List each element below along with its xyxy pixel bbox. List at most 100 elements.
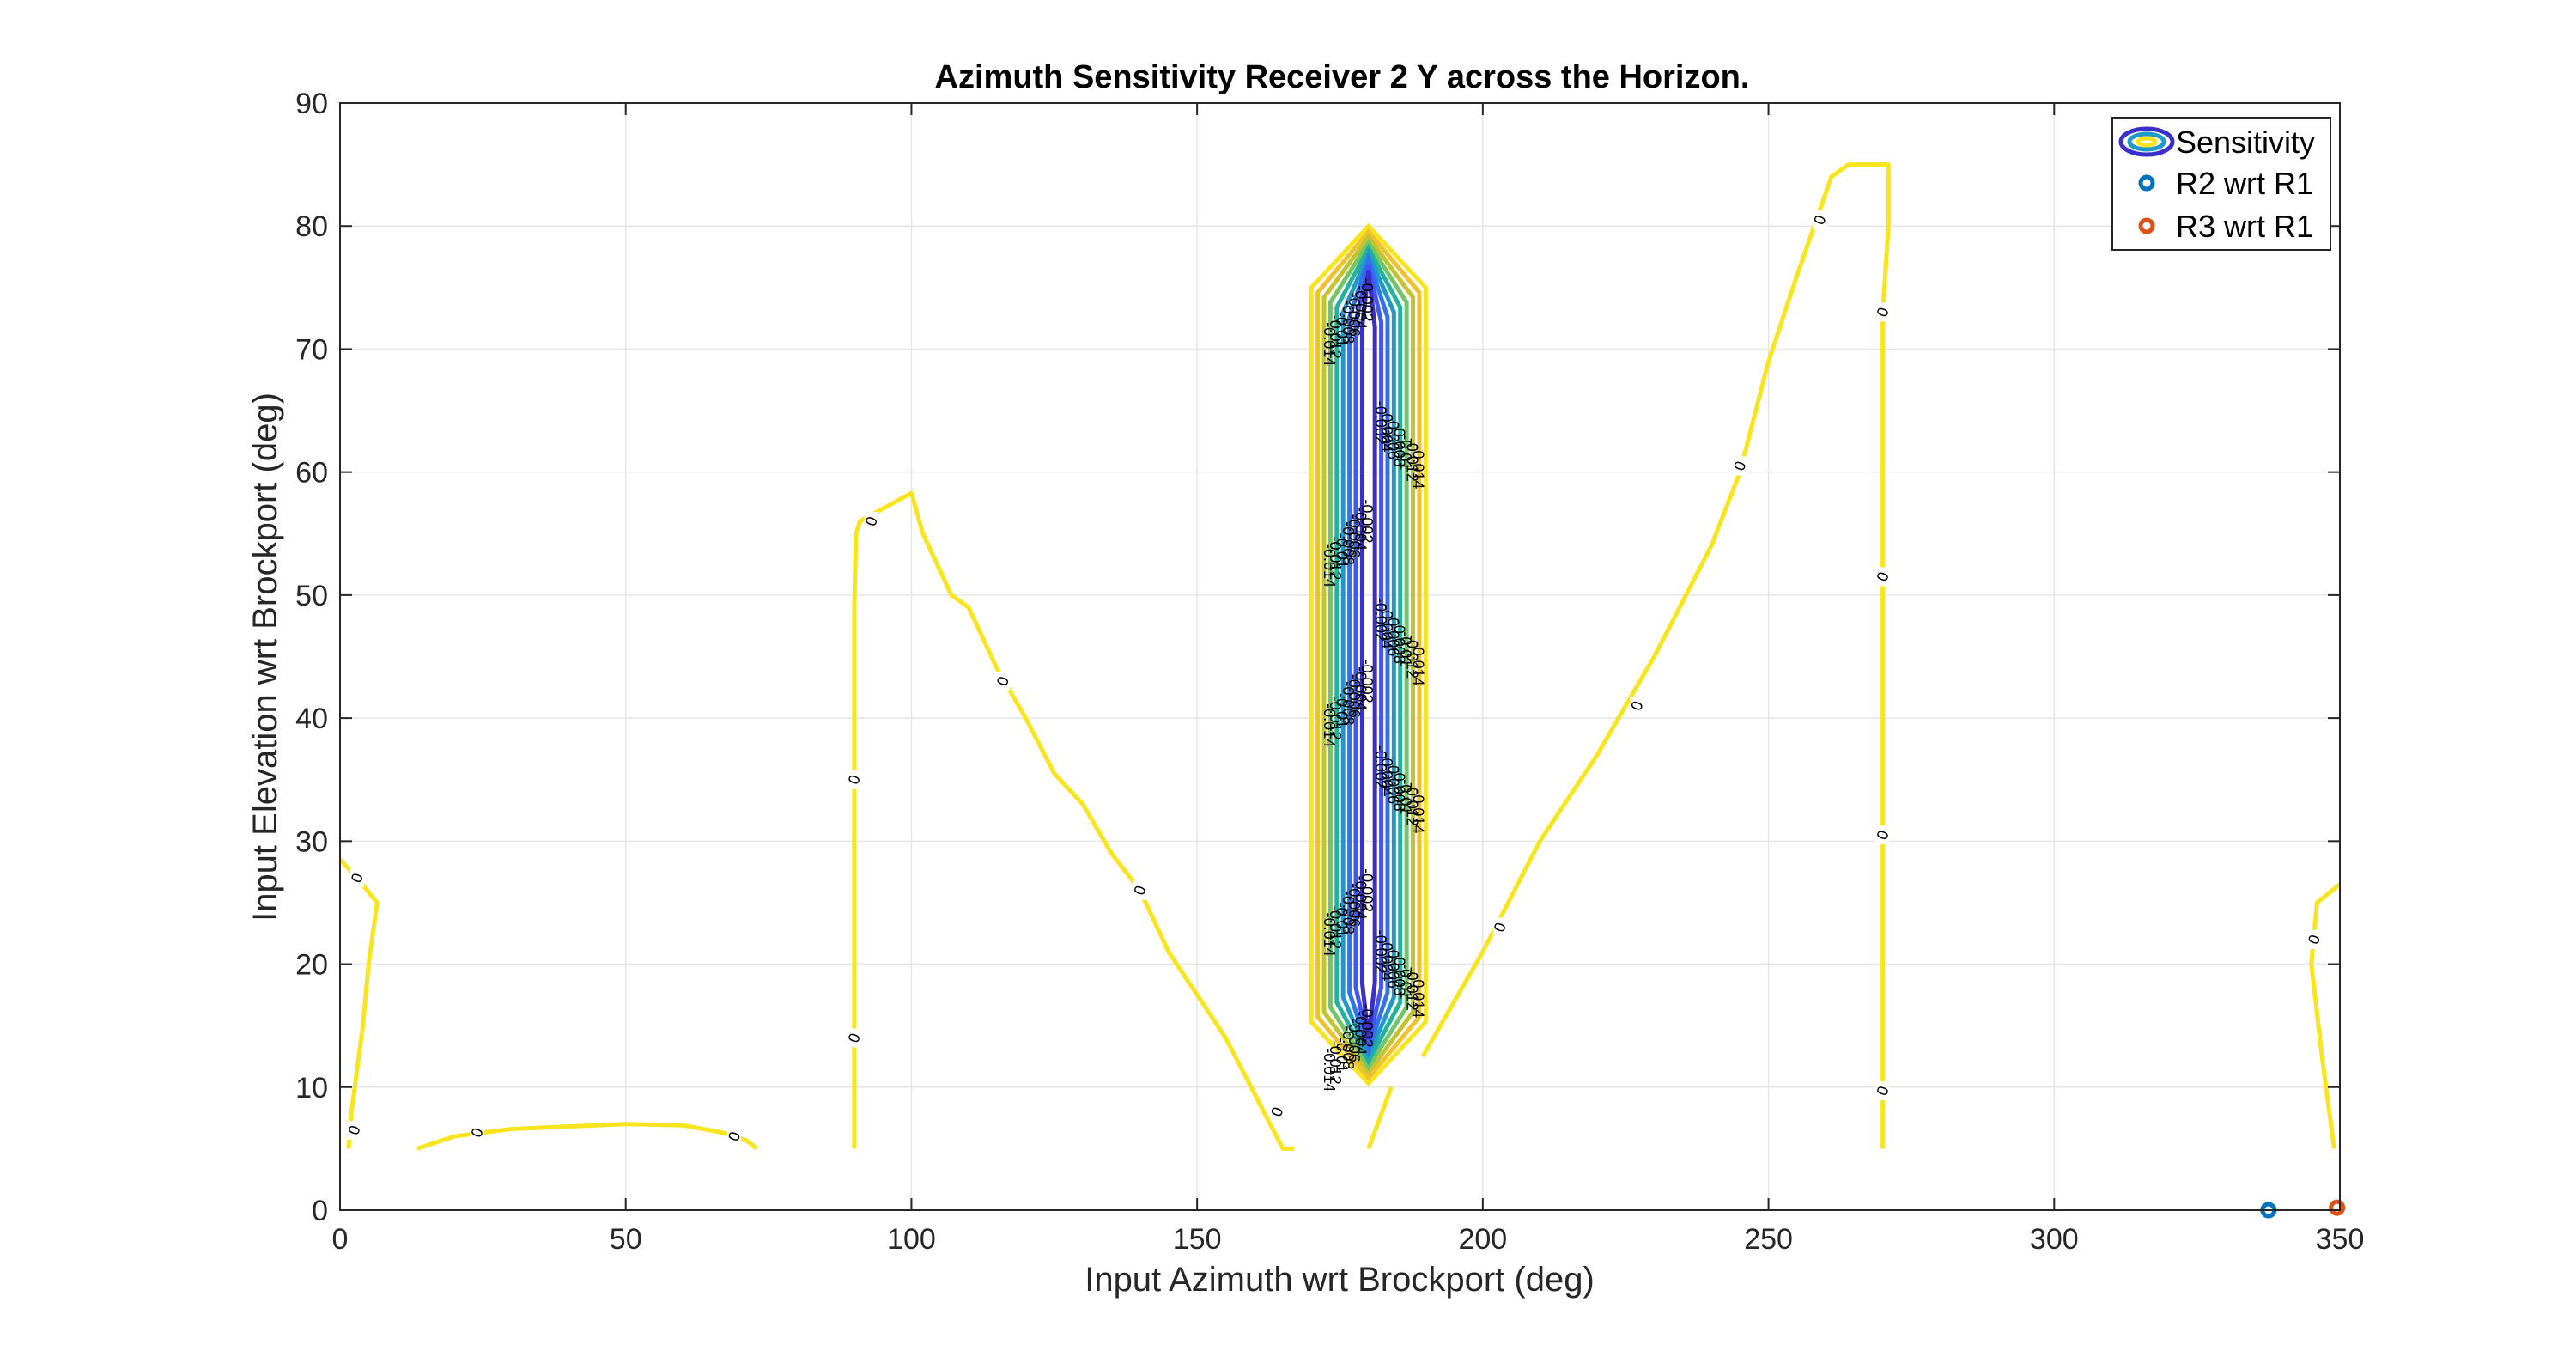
contour-label-bg	[995, 672, 1010, 691]
contour-label-bg	[727, 1127, 742, 1147]
zero-contour-line	[1366, 1086, 1394, 1150]
band-contour-label: -0.006	[1384, 945, 1401, 989]
x-tick-label: 200	[1458, 1223, 1507, 1256]
band-contour-label: -0.004	[1378, 752, 1395, 796]
band-contour-label: -0.004	[1378, 937, 1395, 981]
contour-labels: 00 0 0000000000000000-0.002-0.004-0.006-0.…	[345, 210, 2324, 1147]
band-contour-label: -0.012	[1327, 905, 1344, 949]
band-contour-label: -0.002	[1358, 278, 1376, 322]
band-contour-label: -0.014	[1410, 974, 1427, 1018]
y-tick-label: 10	[295, 1072, 328, 1105]
legend-item-r2: R2 wrt R1	[2138, 166, 2313, 201]
contour-label-bg	[1875, 567, 1890, 587]
y-tick-label: 40	[295, 703, 328, 735]
band-contour-label: -0.01	[1397, 964, 1414, 999]
band-contour-label: -0.012	[1403, 782, 1420, 826]
zero-contour-line	[416, 1122, 759, 1151]
band-contour-label: -0.004	[1352, 285, 1369, 329]
band-contour-label: -0.006	[1346, 883, 1363, 927]
band-contour-label: -0.006	[1384, 760, 1401, 804]
band-contour-label: -0.006	[1384, 416, 1401, 459]
sensitivity-level-contour	[1347, 252, 1390, 1057]
band-contour-label: -0.004	[1352, 507, 1369, 551]
band-contour-label: -0.004	[1378, 408, 1395, 452]
contour-label-bg	[864, 511, 878, 531]
y-tick-label: 0	[312, 1195, 328, 1227]
band-contour-label: -0.014	[1321, 703, 1338, 747]
band-contour-label: -0.002	[1358, 1004, 1376, 1048]
x-tick-label: 150	[1173, 1223, 1222, 1256]
sensitivity-level-contour	[1327, 238, 1409, 1071]
sensitivity-level-contour	[1309, 222, 1428, 1087]
legend-contour-icon-outer	[2118, 126, 2175, 157]
band-contour-label: -0.002	[1358, 660, 1376, 703]
band-contour-label: -0.006	[1384, 612, 1401, 656]
legend-marker-r2	[2138, 174, 2155, 192]
y-tick-label: 20	[295, 949, 328, 982]
contour-label-bg	[1875, 302, 1890, 322]
band-contour-label: -0.006	[1346, 674, 1363, 718]
band-contour-label: -0.002	[1372, 598, 1389, 642]
band-contour-label: -0.01	[1334, 533, 1351, 569]
sensitivity-level-contour	[1321, 233, 1416, 1076]
zero-contour-line	[2309, 882, 2342, 1149]
legend-contour-icon-inner	[2136, 136, 2158, 148]
contour-label-bg	[347, 1120, 361, 1140]
band-contour-label: -0.01	[1397, 779, 1414, 814]
legend-item-r3: R3 wrt R1	[2138, 209, 2313, 244]
legend-marker-r3	[2138, 217, 2155, 234]
band-contour-label: -0.008	[1340, 681, 1357, 725]
band-contour-label: -0.006	[1346, 1019, 1363, 1062]
band-contour-label: -0.01	[1334, 312, 1351, 347]
band-contour-label: -0.008	[1391, 423, 1408, 467]
plot-frame	[339, 102, 2341, 1211]
band-contour-label: -0.008	[1391, 620, 1408, 664]
band-contour-label: -0.014	[1321, 913, 1338, 957]
receiver-point	[2329, 1199, 2346, 1216]
band-contour-label: -0.01	[1397, 631, 1414, 666]
band-contour-label: -0.014	[1321, 544, 1338, 587]
y-tick-label: 60	[295, 457, 328, 490]
contour-label-bg	[1630, 696, 1644, 715]
band-contour-label: -0.002	[1372, 930, 1389, 974]
band-contour-label: -0.012	[1327, 315, 1344, 359]
contour-label-bg	[1733, 456, 1747, 476]
x-tick-label: 50	[610, 1223, 642, 1256]
legend-item-sensitivity: Sensitivity	[2118, 125, 2315, 160]
y-tick-label: 90	[295, 88, 328, 120]
contour-label-bg	[1492, 917, 1507, 937]
x-tick-label: 0	[332, 1223, 349, 1256]
band-contour-label: -0.01	[1397, 435, 1414, 470]
contour-label-bg	[349, 868, 364, 888]
band-contour-label: -0.012	[1403, 438, 1420, 482]
y-tick-label: 80	[295, 210, 328, 243]
legend: Sensitivity R2 wrt R1 R3 wrt R1	[2111, 117, 2331, 251]
band-contour-label: -0.004	[1378, 606, 1395, 649]
band-contour-label: -0.01	[1334, 1038, 1351, 1073]
contour-label-bg	[1875, 825, 1890, 845]
band-contour-label: -0.008	[1340, 300, 1357, 344]
band-contour-label: -0.012	[1403, 967, 1420, 1011]
contour-label-bg	[847, 770, 861, 789]
band-contour-label: -0.01	[1334, 693, 1351, 728]
band-contour-label: -0.014	[1410, 445, 1427, 489]
band-contour-label: -0.01	[1334, 902, 1351, 937]
legend-label-r2: R2 wrt R1	[2176, 166, 2313, 201]
band-contour-label: -0.008	[1391, 768, 1408, 812]
legend-label-r3: R3 wrt R1	[2176, 209, 2313, 244]
x-tick-label: 300	[2030, 1223, 2079, 1256]
band-contour-label: -0.008	[1340, 521, 1357, 565]
contour-label-bg	[1270, 1102, 1285, 1122]
legend-label-sensitivity: Sensitivity	[2176, 125, 2315, 160]
x-tick-label: 350	[2316, 1223, 2365, 1256]
y-tick-label: 50	[295, 580, 328, 612]
contour-label-bg	[1875, 1081, 1890, 1101]
band-contour-label: -0.004	[1352, 876, 1369, 920]
band-contour-label: -0.008	[1391, 952, 1408, 995]
y-tick-label: 70	[295, 333, 328, 366]
band-contour-label: -0.014	[1410, 642, 1427, 686]
zero-contour-line	[1420, 162, 1891, 1149]
axis-ticks: 0 50 100 150 200 250 300 350 0 10 20 30 40 50 60 70 80 90	[295, 88, 2364, 1256]
contour-label-bg	[1133, 880, 1147, 900]
